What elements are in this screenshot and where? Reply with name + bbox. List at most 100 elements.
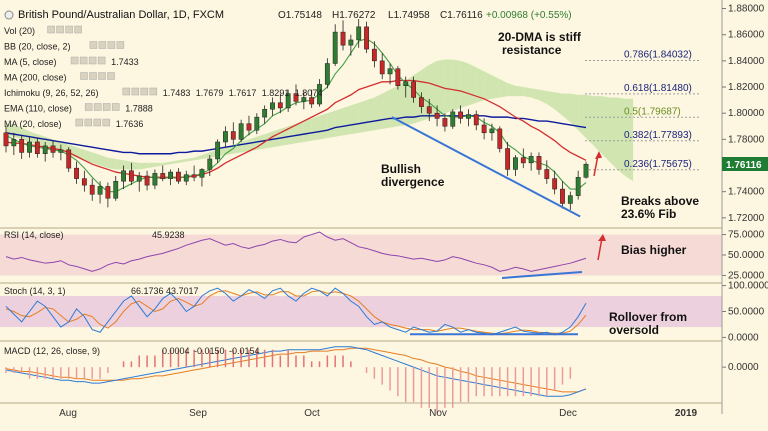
legend-control-icon[interactable] — [107, 72, 115, 80]
ohlc-open-value: 1.75148 — [286, 10, 323, 21]
price-axis: 1.720001.740001.760001.780001.800001.820… — [721, 0, 768, 414]
candle-body — [152, 173, 158, 186]
legend-control-icon[interactable] — [47, 25, 55, 34]
price-tick-label: 1.78000 — [728, 134, 765, 145]
rsi-arrow — [597, 237, 603, 261]
stoch-d-line — [5, 290, 587, 335]
osc-tick-label: 75.0000 — [728, 230, 765, 241]
candle-body — [575, 177, 581, 196]
legend-control-icon[interactable] — [65, 25, 73, 34]
legend-control-icon[interactable] — [89, 41, 98, 49]
fib-label: 0.786(1.84032) — [624, 49, 692, 60]
candle-body — [3, 132, 9, 147]
candle-body — [89, 184, 95, 195]
legend-control-icon[interactable] — [102, 103, 111, 111]
legend-control-icon[interactable] — [56, 25, 64, 34]
legend-item: MA (20, close) — [4, 119, 62, 129]
legend-control-icon[interactable] — [93, 103, 102, 111]
ichimoku-cloud-segment — [241, 139, 249, 153]
legend-control-icon[interactable] — [97, 56, 106, 65]
ichimoku-cloud-segment — [319, 113, 328, 140]
bias-note: Bias higher — [621, 243, 687, 257]
legend-control-icon[interactable] — [93, 118, 102, 127]
candle-body — [293, 93, 299, 102]
time-label: Oct — [304, 408, 320, 419]
candle-body — [144, 175, 150, 186]
stoch-k-value: 66.1736 — [131, 286, 164, 296]
breakout-arrowhead — [595, 151, 602, 159]
ema110-line — [5, 115, 587, 155]
candle-body — [419, 97, 424, 107]
legend-control-icon[interactable] — [116, 41, 125, 49]
candle-body — [560, 188, 565, 204]
legend-control-icon[interactable] — [75, 118, 84, 127]
legend-control-icon[interactable] — [102, 118, 111, 127]
candle-body — [371, 48, 377, 62]
ichimoku-cloud-segment — [452, 59, 461, 111]
ichimoku-cloud-segment — [358, 100, 367, 133]
candle-body — [301, 97, 307, 102]
legend-control-icon[interactable] — [149, 87, 158, 96]
ichimoku-cloud-segment — [586, 94, 594, 146]
ichimoku-cloud-segment — [476, 67, 485, 103]
ohlc-close: C1.76116 — [440, 10, 483, 21]
last-price-tag — [722, 157, 768, 171]
resistance-note-line1: 20-DMA is stiff — [498, 30, 582, 44]
ichimoku-cloud-segment — [444, 59, 453, 114]
legend-control-icon[interactable] — [98, 72, 106, 80]
ichimoku-cloud-segment — [201, 152, 210, 159]
legend-value: 1.7888 — [125, 104, 153, 114]
osc-tick-label: 50.0000 — [728, 250, 765, 261]
rsi-pane: 75.0000 50.0000 25.0000 RSI (14, close) 45.9… — [0, 227, 765, 281]
candle-body — [199, 169, 205, 178]
legend-control-icon[interactable] — [88, 56, 97, 65]
legend-control-icon[interactable] — [70, 56, 79, 65]
candle-body — [544, 169, 550, 179]
macd-value: -0.0150 — [194, 346, 225, 356]
ichimoku-cloud-segment — [468, 63, 477, 106]
legend-control-icon[interactable] — [84, 103, 93, 111]
ichimoku-cloud-segment — [327, 110, 336, 139]
ohlc-low: L1.74958 — [388, 10, 430, 21]
legend-control-icon[interactable] — [111, 103, 120, 111]
candle-body — [215, 141, 221, 160]
legend-control-icon[interactable] — [89, 72, 97, 80]
candle-body — [332, 31, 338, 64]
price-tick-label: 1.82000 — [728, 82, 765, 93]
rollover-note-line1: Rollover from — [609, 310, 687, 324]
ichimoku-cloud-segment — [554, 92, 563, 116]
osc-tick-label: 50.0000 — [728, 307, 765, 318]
ichimoku-cloud-segment — [601, 96, 610, 162]
osc-tick-label: 100.0000 — [728, 281, 768, 292]
candle-body — [50, 145, 56, 153]
legend-control-icon[interactable] — [84, 118, 93, 127]
ichimoku-cloud-segment — [303, 118, 312, 142]
candle-body — [583, 163, 589, 178]
ichimoku-cloud-segment — [335, 107, 344, 137]
divergence-note-line2: divergence — [381, 175, 445, 189]
ichimoku-cloud-segment — [100, 155, 108, 169]
ichimoku-cloud-segment — [343, 105, 351, 136]
ichimoku-cloud-segment — [617, 97, 626, 176]
legend-control-icon[interactable] — [74, 25, 82, 34]
ichimoku-cloud-segment — [84, 149, 93, 163]
legend-control-icon[interactable] — [140, 87, 149, 96]
candle-body — [309, 97, 315, 105]
resistance-note-line2: resistance — [502, 43, 562, 57]
legend-control-icon[interactable] — [122, 87, 131, 96]
legend-control-icon[interactable] — [131, 87, 140, 96]
legend-control-icon[interactable] — [79, 56, 88, 65]
candle-body — [285, 93, 291, 109]
candle-body — [552, 178, 558, 190]
candle-body — [223, 131, 228, 143]
candle-body — [97, 186, 103, 195]
candle-body — [466, 114, 471, 119]
legend-control-icon[interactable] — [80, 72, 88, 80]
candle-body — [27, 141, 32, 153]
candle-body — [136, 175, 142, 182]
candle-body — [277, 102, 283, 109]
legend-control-icon[interactable] — [107, 41, 116, 49]
symbol-icon[interactable] — [4, 10, 14, 20]
legend-control-icon[interactable] — [98, 41, 107, 49]
